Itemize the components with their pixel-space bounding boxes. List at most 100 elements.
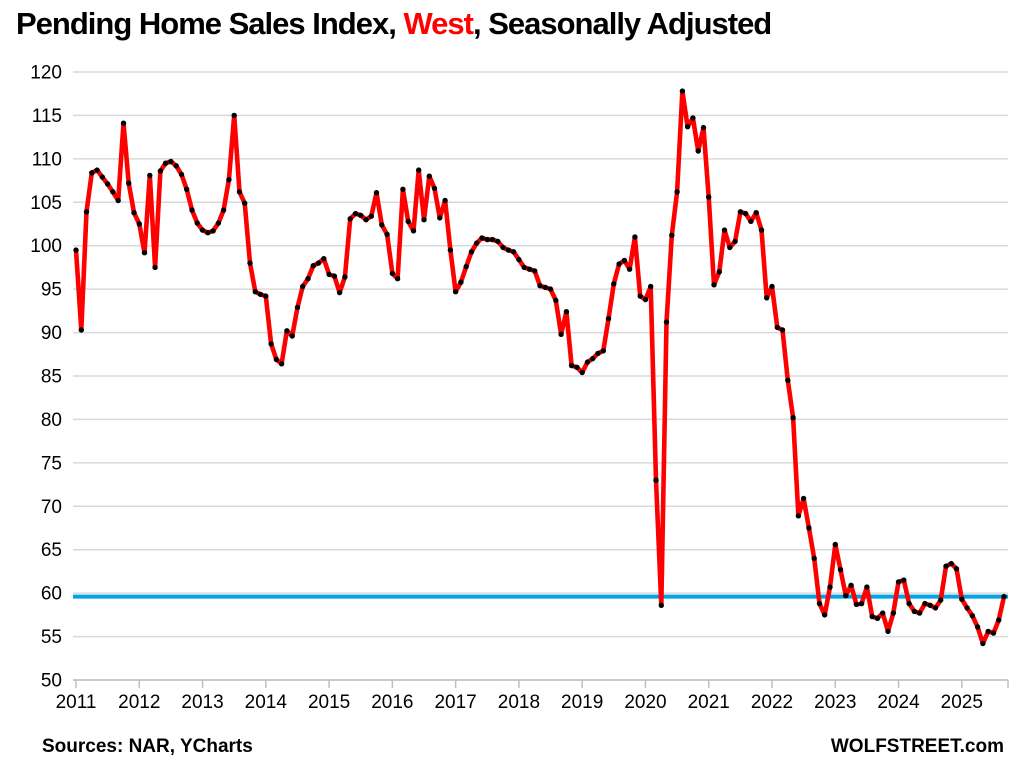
data-point bbox=[600, 348, 606, 354]
data-point bbox=[853, 601, 860, 608]
data-point bbox=[590, 355, 596, 362]
data-point bbox=[437, 215, 443, 221]
data-point bbox=[943, 563, 949, 569]
data-point bbox=[679, 88, 686, 94]
data-point bbox=[431, 185, 438, 192]
data-point bbox=[152, 264, 158, 271]
data-point bbox=[416, 167, 422, 173]
data-point bbox=[189, 207, 195, 213]
data-point bbox=[874, 615, 881, 621]
data-point bbox=[120, 120, 127, 126]
wolfstreet-brand: WOLFSTREET.com bbox=[830, 736, 1004, 757]
data-point bbox=[510, 249, 517, 255]
data-point bbox=[220, 207, 227, 213]
data-point bbox=[721, 227, 728, 233]
data-point bbox=[505, 247, 512, 253]
data-point bbox=[379, 222, 385, 228]
x-axis-label: 2024 bbox=[877, 692, 920, 713]
data-point bbox=[537, 283, 543, 289]
data-point bbox=[331, 273, 338, 279]
data-point bbox=[468, 249, 475, 255]
data-point bbox=[347, 216, 353, 222]
data-point bbox=[226, 177, 232, 183]
data-point bbox=[764, 295, 770, 301]
data-point bbox=[658, 602, 664, 608]
data-point bbox=[442, 197, 448, 204]
data-point bbox=[790, 415, 796, 421]
data-point bbox=[906, 600, 912, 607]
data-point bbox=[916, 610, 923, 616]
chart-title: Pending Home Sales Index, West, Seasonal… bbox=[16, 6, 772, 42]
data-point bbox=[268, 341, 274, 347]
data-point bbox=[99, 174, 106, 180]
data-point bbox=[421, 217, 427, 223]
data-point bbox=[985, 628, 991, 635]
data-point bbox=[131, 210, 137, 216]
data-point bbox=[616, 261, 622, 267]
data-point bbox=[199, 227, 206, 233]
data-point bbox=[927, 602, 933, 608]
data-point bbox=[669, 232, 675, 238]
data-point bbox=[648, 283, 654, 290]
data-point bbox=[173, 163, 179, 169]
data-point bbox=[247, 260, 253, 266]
data-point bbox=[843, 593, 849, 599]
data-point bbox=[811, 555, 817, 562]
data-point bbox=[748, 218, 754, 225]
data-point bbox=[300, 283, 306, 290]
y-axis-label: 65 bbox=[41, 540, 62, 561]
data-point bbox=[358, 212, 364, 218]
data-point bbox=[263, 293, 269, 299]
data-point bbox=[310, 263, 316, 269]
y-axis-label: 75 bbox=[41, 453, 62, 474]
data-point bbox=[827, 584, 833, 590]
data-point bbox=[336, 289, 343, 296]
data-point bbox=[885, 628, 891, 635]
y-axis-label: 60 bbox=[41, 584, 62, 605]
data-point bbox=[621, 257, 628, 264]
data-point bbox=[769, 283, 775, 290]
chart-title-suffix: , Seasonally Adjusted bbox=[472, 6, 772, 41]
data-point bbox=[911, 608, 918, 615]
data-point bbox=[684, 124, 691, 130]
data-point bbox=[305, 276, 311, 282]
data-point bbox=[753, 210, 759, 216]
x-axis-label: 2017 bbox=[434, 692, 476, 713]
data-point bbox=[869, 613, 875, 620]
data-point bbox=[895, 579, 902, 585]
data-point bbox=[110, 189, 116, 195]
data-point bbox=[779, 327, 786, 333]
data-point bbox=[732, 238, 738, 245]
data-point bbox=[542, 284, 548, 291]
data-point bbox=[605, 316, 612, 322]
x-axis-label: 2011 bbox=[56, 692, 97, 713]
x-axis-label: 2014 bbox=[245, 692, 288, 713]
data-point bbox=[242, 200, 248, 206]
x-axis-label: 2023 bbox=[814, 692, 856, 713]
data-point bbox=[848, 582, 854, 588]
data-point bbox=[83, 209, 90, 215]
data-point bbox=[996, 617, 1002, 623]
data-point bbox=[932, 605, 939, 611]
data-point bbox=[141, 250, 148, 256]
data-point bbox=[257, 291, 264, 298]
data-point bbox=[953, 566, 960, 572]
data-point bbox=[104, 181, 111, 187]
x-axis-label: 2025 bbox=[941, 692, 983, 713]
data-point bbox=[278, 361, 285, 367]
data-point bbox=[384, 231, 390, 238]
data-point bbox=[611, 281, 617, 287]
data-point bbox=[964, 605, 970, 611]
data-point bbox=[695, 148, 701, 154]
data-point bbox=[231, 112, 237, 119]
data-point bbox=[215, 220, 222, 226]
x-axis-label: 2012 bbox=[118, 692, 160, 713]
data-point bbox=[126, 180, 132, 186]
x-axis-label: 2021 bbox=[688, 692, 730, 713]
data-point bbox=[864, 584, 870, 590]
data-point bbox=[674, 189, 680, 195]
data-point bbox=[89, 170, 95, 176]
data-point bbox=[289, 333, 295, 339]
data-point bbox=[822, 612, 828, 618]
